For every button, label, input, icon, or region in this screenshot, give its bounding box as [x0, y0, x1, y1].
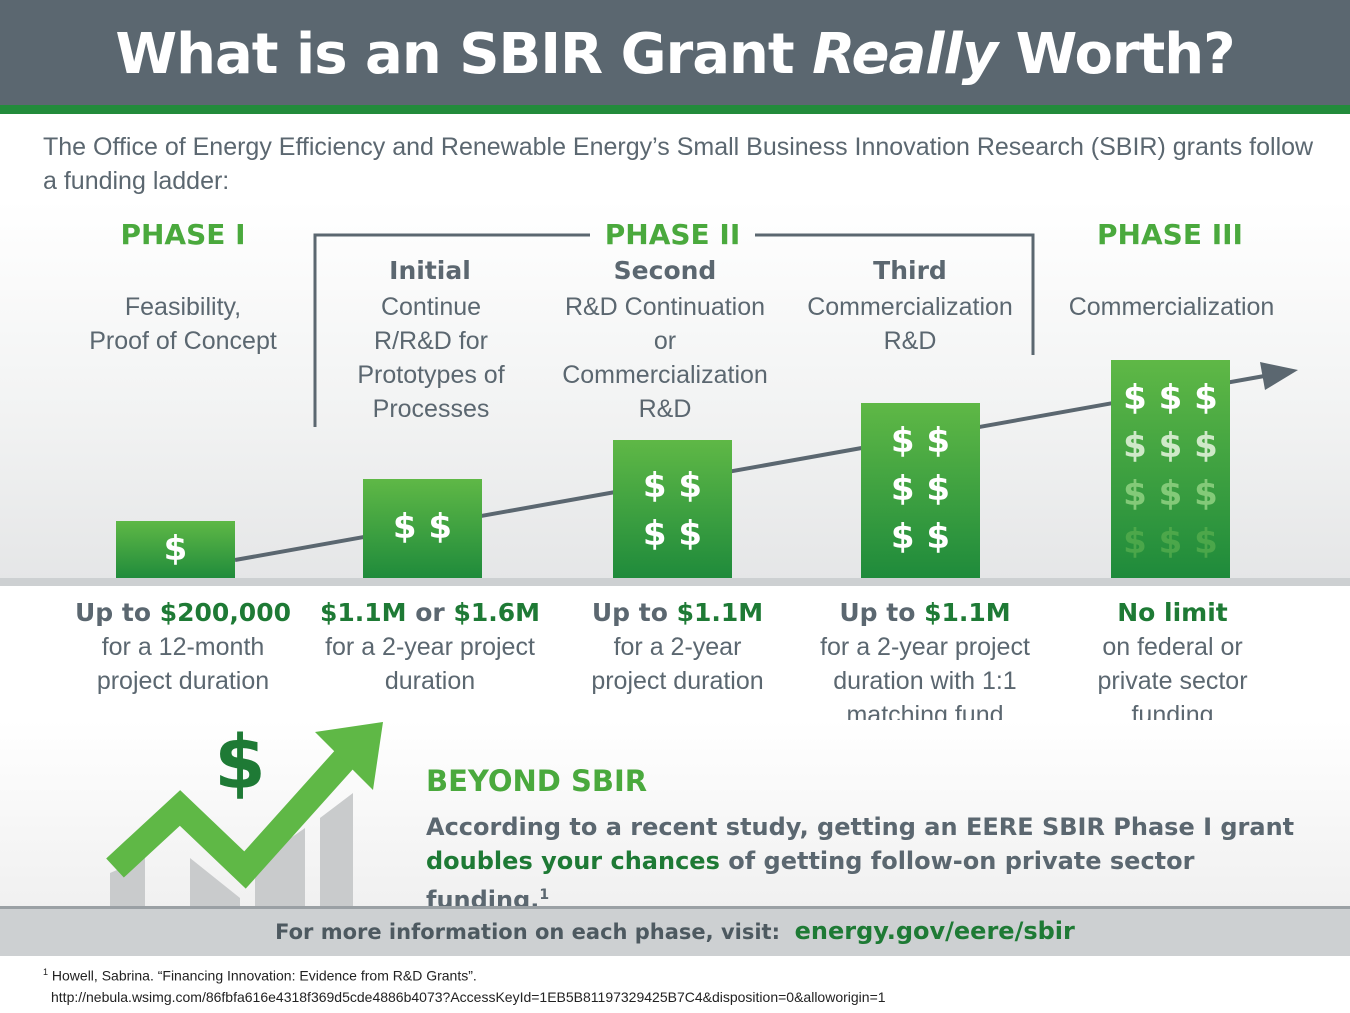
funding-bar-phase-2-second: $ $ $ $ [613, 440, 732, 580]
icon-bar [320, 793, 353, 908]
phase-2-second-label: Second [613, 256, 717, 285]
phase-2-initial-funding: $1.1M or $1.6M for a 2-year project durat… [319, 598, 541, 695]
growth-arrow-line [106, 744, 360, 889]
growth-arrowhead [315, 722, 383, 790]
phase-3-label: PHASE III [1097, 218, 1243, 251]
header-rule [0, 105, 1350, 114]
phase-ii-bracket-left [313, 233, 590, 427]
phase-2-third-description: Commercialization R&D [807, 293, 1013, 355]
beyond-sbir-background [0, 720, 1350, 910]
dollar-signs: $ $ [392, 507, 453, 547]
phase-1-description: Feasibility, Proof of Concept [89, 293, 277, 355]
funding-bar-phase-2-third: $ $ $ $ $ $ [861, 403, 980, 580]
phase-2-label: PHASE II [604, 218, 741, 251]
funding-bar-phase-2-initial: $ $ [363, 479, 482, 580]
icon-bar [190, 858, 240, 908]
icon-bar [255, 828, 305, 908]
phase-2-second-description: R&D Continuation or Commercialization R&D [562, 293, 768, 423]
phase-2-second-funding: Up to $1.1M for a 2-year project duration [591, 598, 764, 695]
page-title: What is an SBIR Grant Really Worth? [115, 22, 1235, 87]
phase-2-third-funding: Up to $1.1M for a 2-year project duration… [820, 598, 1030, 763]
phase-3-funding: No limit on federal or private sector fund… [1097, 598, 1248, 729]
dollar-signs: $ $ $ $ $ $ $ $ $ $ $ $ [1123, 378, 1218, 562]
sbir-link[interactable]: energy.gov/eere/sbir [794, 917, 1075, 945]
ladder-ground-line [0, 578, 1350, 586]
dollar-signs: $ $ $ $ $ $ [890, 421, 951, 557]
info-bar [0, 906, 1350, 956]
funding-bar-phase-3: $ $ $ $ $ $ $ $ $ $ $ $ [1111, 360, 1230, 580]
header-banner [0, 0, 1350, 105]
phase-1-funding: Up to $200,000 for a 12-month project dur… [75, 598, 291, 695]
footnote: 1 Howell, Sabrina. “Financing Innovation… [43, 962, 1343, 1008]
trend-arrowhead [1260, 362, 1298, 390]
beyond-sbir-text: According to a recent study, getting an … [426, 813, 1295, 914]
info-text: For more information on each phase, visi… [275, 917, 1075, 945]
beyond-sbir-title: BEYOND SBIR [426, 764, 648, 798]
intro-text: The Office of Energy Efficiency and Rene… [43, 133, 1314, 195]
phase-2-initial-label: Initial [389, 256, 471, 285]
phase-1-label: PHASE I [120, 218, 246, 251]
dollar-signs: $ [163, 529, 188, 569]
phase-2-third-label: Third [873, 256, 947, 285]
funding-bar-phase-1: $ [116, 521, 235, 580]
dollar-icon: $ [214, 720, 266, 806]
phase-3-description: Commercialization [1068, 293, 1275, 321]
footnote-url[interactable]: http://nebula.wsimg.com/86fbfa616e4318f3… [51, 988, 886, 1005]
dollar-signs: $ $ $ $ [642, 466, 703, 554]
phase-2-initial-description: Continue R/R&D for Prototypes of Processes [357, 293, 505, 423]
phase-ii-bracket-right [755, 233, 1035, 355]
growth-chart-icon: $ [106, 720, 383, 908]
